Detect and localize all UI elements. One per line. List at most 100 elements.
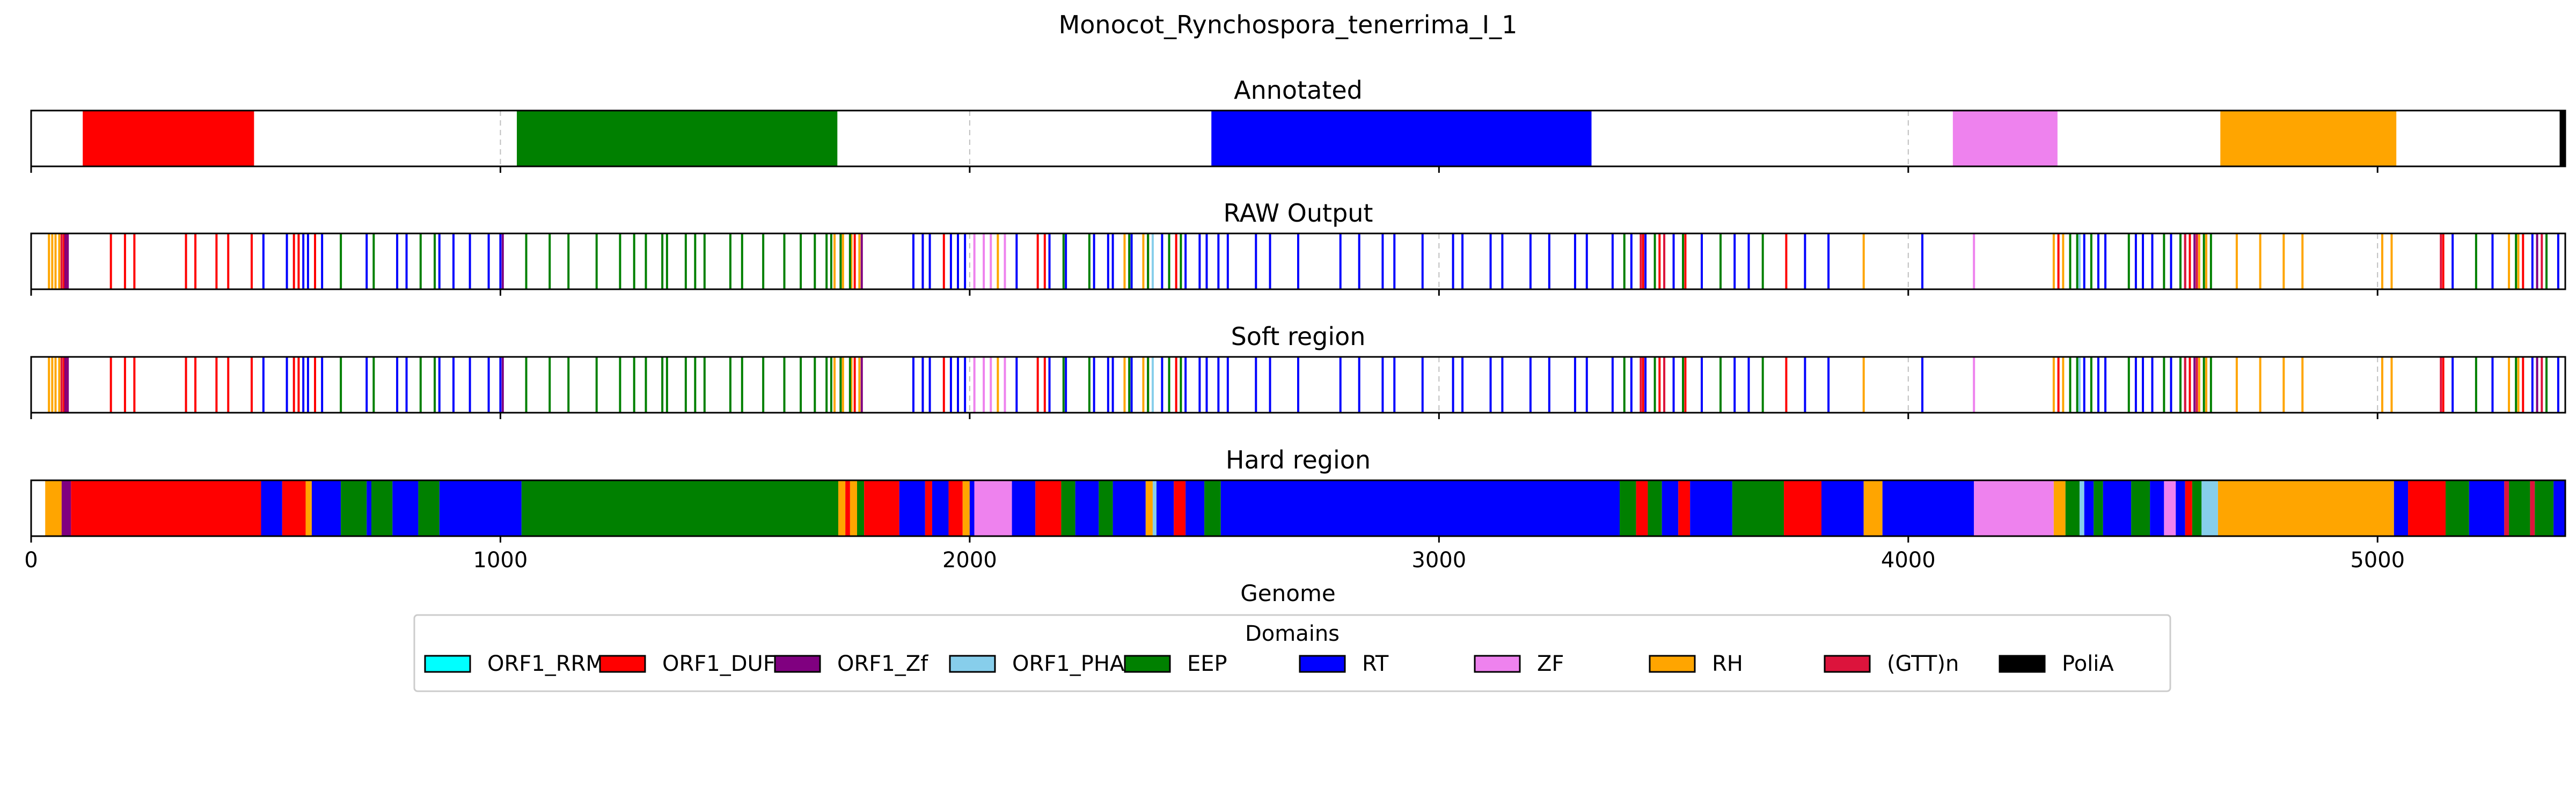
legend-swatch (949, 655, 996, 673)
segment-rt (932, 480, 949, 536)
segment-zf (1974, 480, 2054, 536)
segment-rt (1185, 480, 1205, 536)
legend-item--gtt-n: (GTT)n (1824, 652, 1959, 676)
segment-eep (1648, 480, 1662, 536)
segment-orf1-duf (864, 480, 899, 536)
segment-eep (1099, 480, 1113, 536)
legend-item-zf: ZF (1474, 652, 1564, 676)
tick-label: 5000 (2350, 548, 2405, 573)
tick-label: 1000 (473, 548, 528, 573)
segment-rt (2084, 480, 2094, 536)
legend-item-eep: EEP (1124, 652, 1227, 676)
legend-swatch (1474, 655, 1521, 673)
segment-eep (1619, 480, 1636, 536)
segment-eep (2065, 480, 2080, 536)
tick-label: 2000 (942, 548, 997, 573)
tick-label: 0 (24, 548, 38, 573)
segment-rt (2469, 480, 2505, 536)
segment-rh (838, 480, 846, 536)
legend-title: Domains (1245, 621, 1340, 646)
track-title: Hard region (1226, 445, 1371, 474)
track-data (83, 111, 2565, 166)
segment-rt (969, 480, 975, 536)
genome-axis: 0 1000 2000 3000 4000 5000 (24, 548, 2405, 573)
segment-orf1-duf (845, 480, 850, 536)
legend-swatch (774, 655, 821, 673)
legend-item-rt: RT (1299, 652, 1389, 676)
segment-rh (2218, 480, 2394, 536)
segment-orf1-duf (1784, 480, 1822, 536)
segment-eep (2509, 480, 2530, 536)
legend-swatch (599, 655, 646, 673)
segment-zf (974, 480, 1012, 536)
segment-zf (1952, 111, 2058, 166)
segment-orf1-pha (1152, 480, 1157, 536)
track-frame (30, 109, 2566, 167)
legend-item-orf1-duf: ORF1_DUF (599, 652, 775, 676)
legend-swatch (1299, 655, 1346, 673)
segment-eep (2131, 480, 2150, 536)
segment-polia (2559, 111, 2565, 166)
track-3: Soft region (30, 322, 2566, 419)
track-4: Hard region (30, 445, 2566, 543)
segment-rh (45, 480, 62, 536)
legend-label: ZF (1537, 652, 1564, 676)
tracks-layer: Annotated RAW Output Soft region Hard regio… (30, 76, 2566, 543)
segment-rh (1863, 480, 1883, 536)
legend-label: ORF1_Zf (837, 652, 928, 676)
segment-eep (2094, 480, 2103, 536)
segment-rt (2150, 480, 2164, 536)
legend-label: RT (1362, 652, 1389, 676)
legend-item-orf1-pha: ORF1_PHA (949, 652, 1125, 676)
segment-rt (1075, 480, 1099, 536)
segment-rt (1113, 480, 1146, 536)
track-title: Annotated (1234, 76, 1363, 105)
legend-label: ORF1_RRM (487, 652, 604, 676)
legend-item-polia: PoliA (1999, 652, 2114, 676)
legend-swatch (424, 655, 471, 673)
segment-rh (305, 480, 312, 536)
legend-swatch (1824, 655, 1871, 673)
segment-orf1-duf (2408, 480, 2446, 536)
segment-rt (1882, 480, 1974, 536)
track-data (45, 480, 2565, 536)
legend-label: RH (1712, 652, 1743, 676)
track-frame (30, 232, 2566, 290)
tick-label: 3000 (1411, 548, 1466, 573)
track-1: Annotated (30, 76, 2566, 173)
segment-rt (1211, 111, 1592, 166)
segment-orf1-pha (2079, 480, 2084, 536)
track-2: RAW Output (30, 199, 2566, 296)
segment-rt (2553, 480, 2565, 536)
track-frame (30, 356, 2566, 414)
segment-orf1-duf (1035, 480, 1062, 536)
legend-frame (413, 614, 2171, 692)
segment-orf1-duf (925, 480, 932, 536)
legend-label: PoliA (2062, 652, 2114, 676)
x-axis-label: Genome (1240, 580, 1335, 606)
segment-orf1-duf (1174, 480, 1186, 536)
segment-rt (1156, 480, 1174, 536)
track-data (48, 357, 2559, 413)
segment-eep (1204, 480, 1221, 536)
segment-rt (1690, 480, 1732, 536)
segment-orf1-duf (1678, 480, 1690, 536)
legend-swatch (1999, 655, 2046, 673)
segment-rt (2103, 480, 2132, 536)
segment-orf1-zf (61, 480, 71, 536)
segment-orf1-duf (1636, 480, 1648, 536)
track-data (48, 233, 2559, 289)
segment-rh (2053, 480, 2066, 536)
segment-rh (2220, 111, 2397, 166)
segment-rt (439, 480, 522, 536)
legend-label: EEP (1187, 652, 1227, 676)
segment-zf (2164, 480, 2176, 536)
legend-swatch (1649, 655, 1696, 673)
segment-eep (517, 111, 838, 166)
segment-orf1-duf (83, 111, 254, 166)
segment-eep (2535, 480, 2554, 536)
segment-rh (962, 480, 970, 536)
segment-rt (1012, 480, 1036, 536)
segment-orf1-duf (282, 480, 306, 536)
